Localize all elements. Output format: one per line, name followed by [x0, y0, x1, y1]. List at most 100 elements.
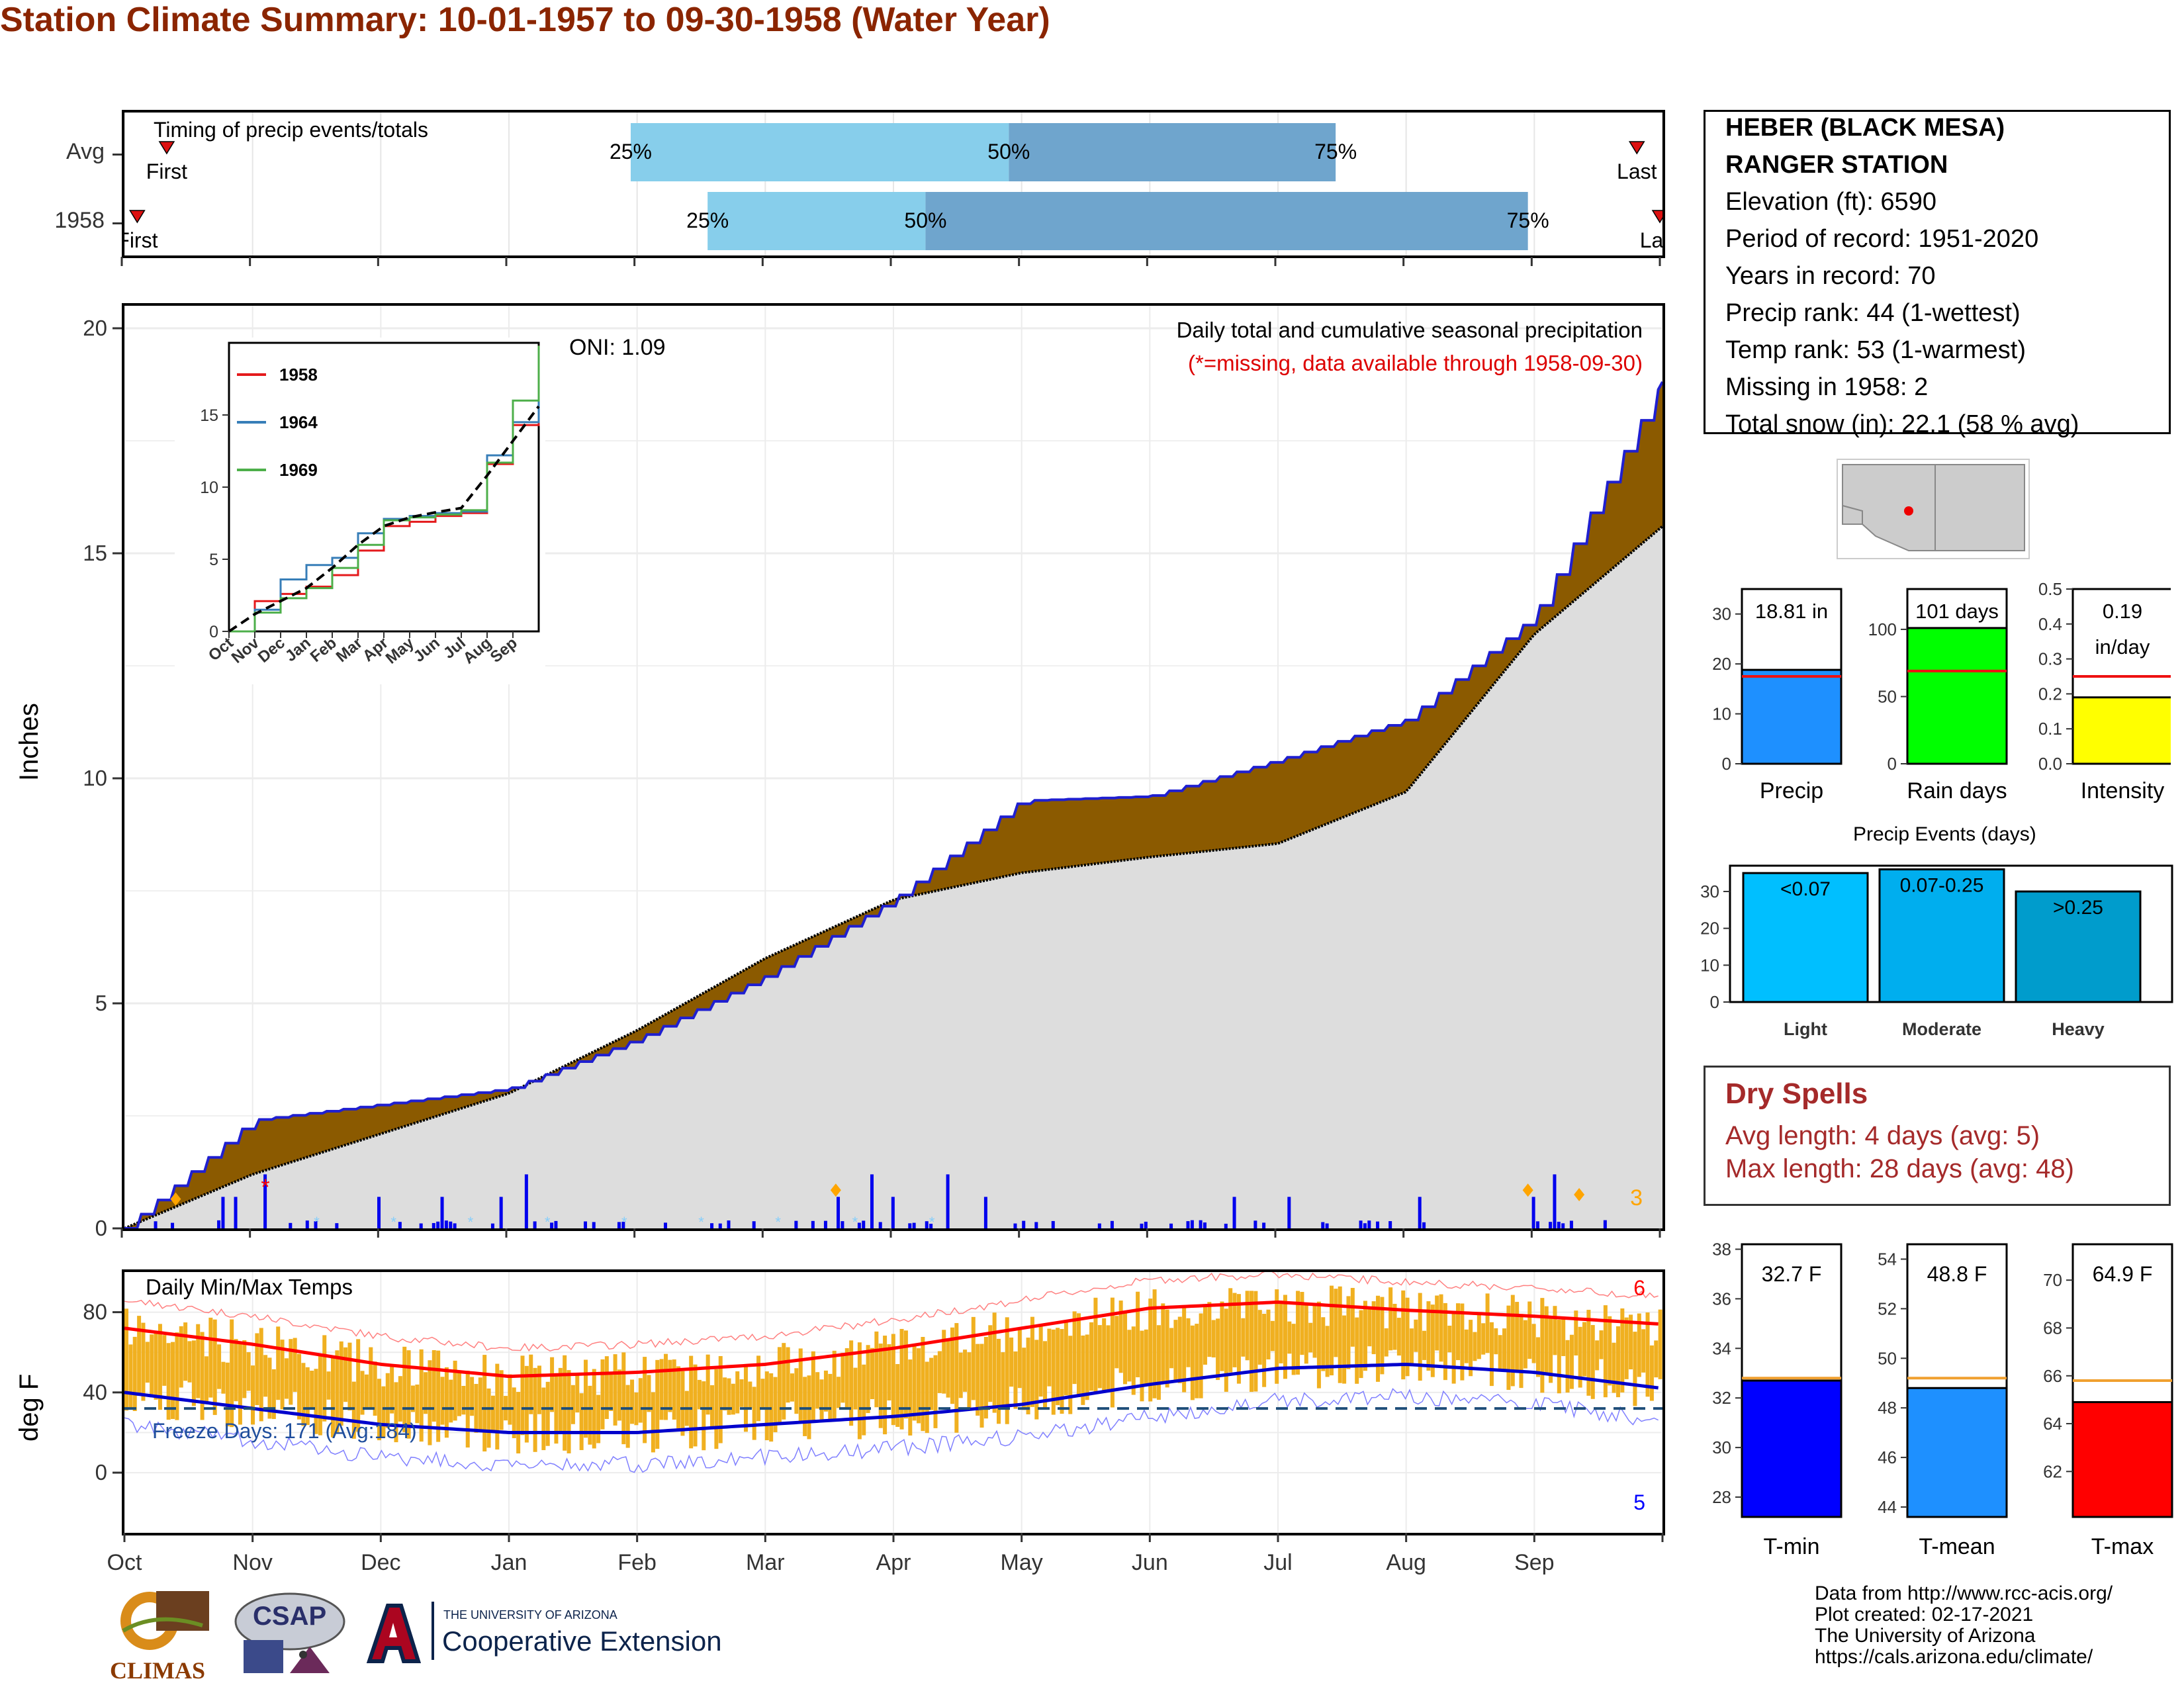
temp-daily-range-bar	[1595, 1340, 1600, 1371]
precip-daily-bar	[398, 1222, 402, 1228]
precip-daily-bar	[621, 1222, 625, 1228]
temp-daily-range-bar	[364, 1374, 369, 1410]
temp-daily-range-bar	[217, 1344, 222, 1389]
precip-ytick-label: 10	[83, 766, 107, 790]
temp-daily-range-bar	[1481, 1323, 1486, 1355]
timing-label: Timing of precip events/totals	[154, 118, 428, 142]
timing-chart: 25% 50% 75% First Last 25% 50% 75% First Last	[124, 113, 1662, 255]
missing-marker: *	[261, 1175, 269, 1200]
temp-daily-range-bar	[849, 1340, 854, 1426]
precip-daily-bar	[1253, 1220, 1257, 1228]
t-max-ytick-label: 70	[2043, 1270, 2062, 1290]
temp-daily-range-bar	[705, 1354, 710, 1415]
temp-daily-range-bar	[1443, 1303, 1447, 1381]
temp-daily-range-bar	[1578, 1326, 1582, 1388]
temp-daily-range-bar	[1316, 1301, 1321, 1389]
inset-chart: 195819641969051015OctNovDecJanFebMarAprM…	[200, 342, 540, 668]
precip-daily-bar	[335, 1223, 339, 1228]
precip-daily-bar	[912, 1222, 916, 1228]
temp-daily-range-bar	[1022, 1348, 1026, 1410]
month-label-mar: Mar	[746, 1550, 785, 1575]
temp-daily-range-bar	[1367, 1306, 1372, 1347]
temp-daily-range-bar	[1253, 1291, 1258, 1392]
temp-count-min: 5	[1633, 1490, 1645, 1514]
precip-value-label: 18.81 in	[1755, 600, 1828, 623]
temp-daily-range-bar	[1009, 1337, 1014, 1387]
temp-daily-range-bar	[259, 1328, 263, 1422]
temp-ytick-label: 0	[95, 1460, 107, 1485]
temp-daily-range-bar	[971, 1316, 976, 1400]
temp-daily-range-bar	[937, 1351, 942, 1393]
temp-daily-range-bar	[976, 1344, 980, 1416]
temp-daily-range-bar	[963, 1349, 968, 1392]
temp-daily-range-bar	[1026, 1338, 1030, 1415]
temp-daily-range-bar	[1013, 1351, 1018, 1409]
temp-daily-range-bar	[212, 1319, 217, 1415]
temp-daily-range-bar	[1451, 1313, 1456, 1384]
raindays-ytick-label: 100	[1868, 619, 1897, 639]
temp-daily-range-bar	[1334, 1289, 1338, 1357]
temp-daily-range-bar	[440, 1377, 445, 1425]
precip-daily-bar	[617, 1222, 621, 1228]
climas-logo: CLIMAS	[110, 1584, 216, 1684]
temp-daily-range-bar	[145, 1342, 150, 1383]
events-ytick-label: 0	[1710, 992, 1719, 1012]
temp-daily-range-bar	[508, 1374, 512, 1425]
temp-daily-range-bar	[748, 1381, 752, 1408]
temp-daily-range-bar	[1325, 1326, 1330, 1377]
temp-daily-range-bar	[803, 1377, 807, 1436]
temp-daily-range-bar	[297, 1353, 302, 1420]
temp-daily-range-bar	[1460, 1303, 1465, 1381]
precip-daily-bar	[1321, 1222, 1325, 1228]
temp-daily-range-bar	[651, 1392, 655, 1453]
temp-daily-range-bar	[390, 1364, 394, 1414]
temp-daily-range-bar	[588, 1385, 592, 1445]
raindays-value-label: 101 days	[1915, 600, 1999, 623]
precip-daily-bar	[289, 1222, 293, 1228]
precip-ytick-label: 20	[1712, 654, 1731, 674]
temp-daily-range-bar	[1430, 1304, 1435, 1377]
t-max-ytick-label: 66	[2043, 1366, 2062, 1386]
temp-daily-range-bar	[230, 1319, 234, 1428]
temp-daily-range-bar	[267, 1357, 272, 1419]
temp-daily-range-bar	[617, 1369, 621, 1421]
temp-daily-range-bar	[1535, 1337, 1540, 1377]
temp-daily-range-bar	[1199, 1313, 1203, 1398]
precip-daily-bar	[490, 1223, 494, 1228]
temp-daily-range-bar	[1371, 1301, 1376, 1355]
precip-daily-bar	[1535, 1221, 1539, 1228]
precip-ytick-label: 0	[1722, 754, 1731, 774]
temp-daily-range-bar	[933, 1355, 938, 1428]
station-years: Years in record: 70	[1725, 262, 1936, 290]
inset-average-line	[228, 405, 540, 633]
temp-daily-range-bar	[1140, 1330, 1144, 1402]
temp-ytick-label: 40	[83, 1380, 107, 1404]
precip-daily-bar	[533, 1221, 537, 1228]
temp-daily-range-bar	[545, 1381, 550, 1446]
temp-daily-range-bar	[1633, 1332, 1637, 1406]
temp-chart	[124, 1272, 1662, 1533]
month-label-may: May	[1001, 1550, 1043, 1575]
precip-daily-bar	[1232, 1197, 1236, 1228]
temp-daily-range-bar	[1030, 1316, 1034, 1407]
temp-daily-range-bar	[326, 1371, 331, 1400]
precip-daily-bar	[823, 1220, 827, 1228]
inset-ytick-label: 15	[200, 406, 218, 425]
temp-daily-range-bar	[1097, 1325, 1102, 1389]
snow-marker: *	[621, 1214, 627, 1228]
events-bar-light	[1742, 872, 1869, 1003]
precip-daily-bar	[1367, 1220, 1371, 1228]
precip-daily-bar	[1097, 1223, 1101, 1228]
temp-daily-range-bar	[988, 1325, 993, 1402]
temp-daily-range-bar	[208, 1317, 213, 1398]
temp-daily-range-bar	[490, 1395, 495, 1433]
temp-daily-range-bar	[1161, 1303, 1165, 1384]
temp-daily-range-bar	[1270, 1320, 1275, 1351]
temp-daily-range-bar	[693, 1364, 698, 1447]
precip-daily-bar	[1388, 1221, 1392, 1228]
temp-daily-range-bar	[1304, 1304, 1308, 1364]
precip-ytick-label: 30	[1712, 604, 1731, 624]
temp-daily-range-bar	[647, 1375, 651, 1412]
timing-ticks	[120, 257, 1661, 266]
temp-daily-range-bar	[1131, 1326, 1136, 1395]
